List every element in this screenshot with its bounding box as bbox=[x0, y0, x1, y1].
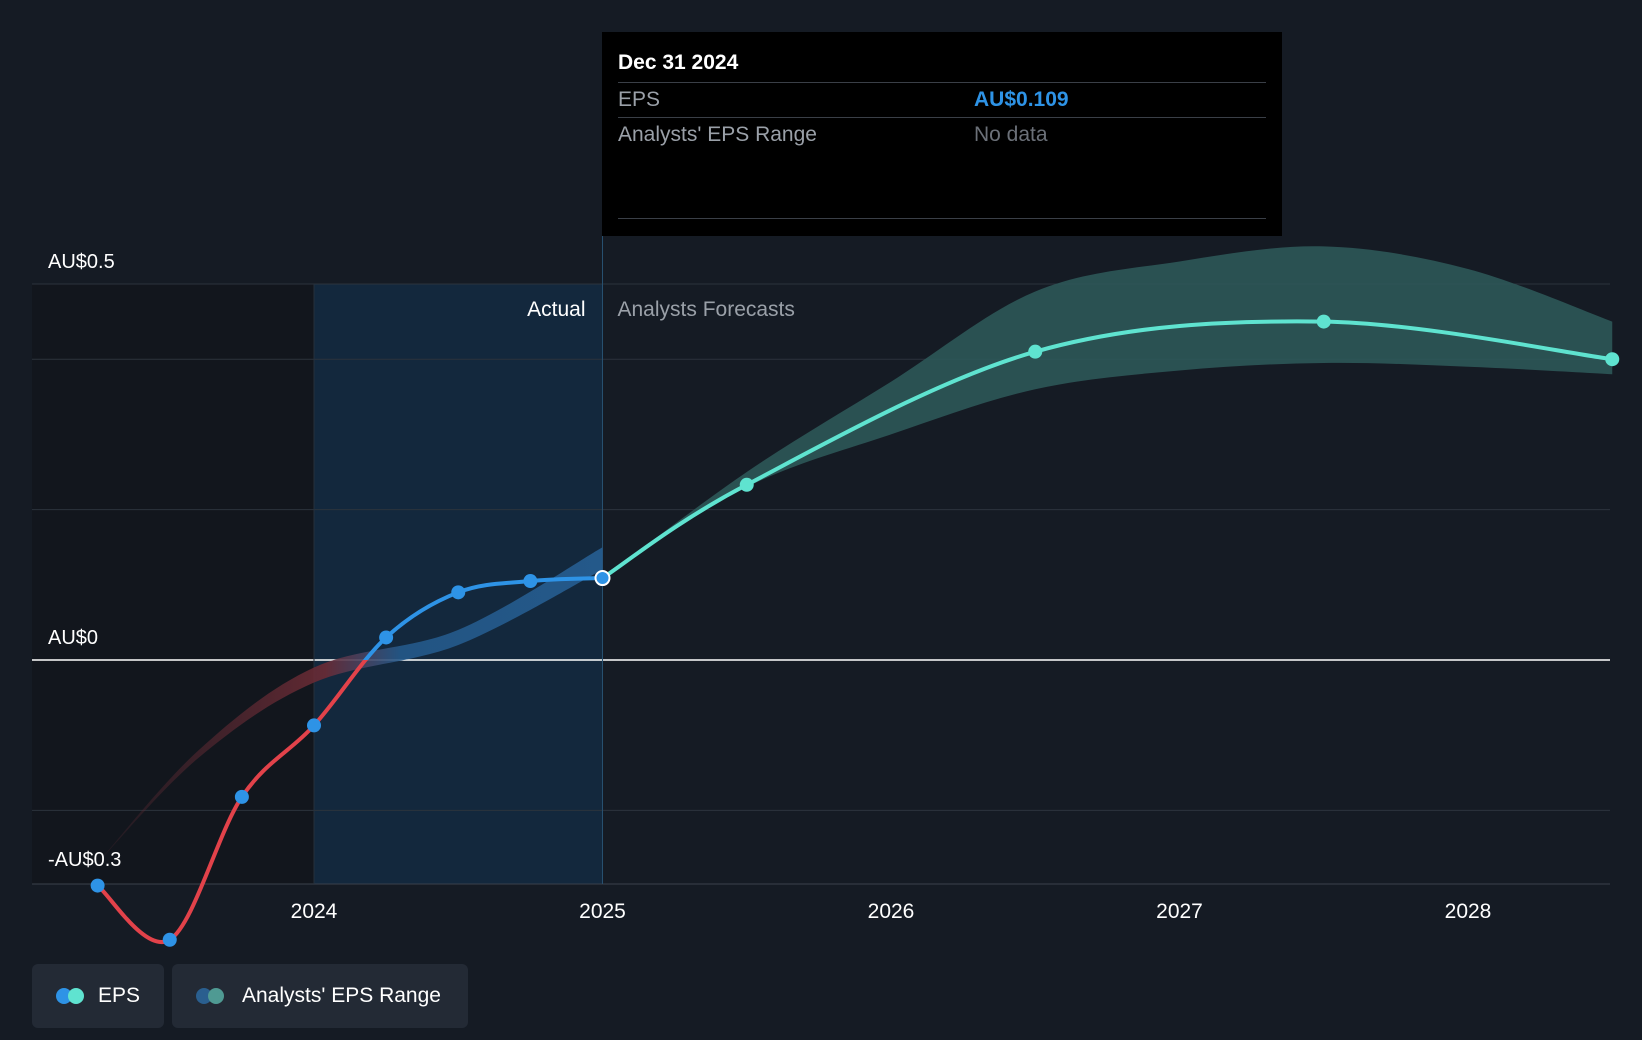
eps-actual-point bbox=[523, 574, 538, 589]
x-tick-label: 2025 bbox=[579, 900, 626, 923]
x-tick-label: 2028 bbox=[1445, 900, 1492, 923]
eps-tooltip: Dec 31 2024 EPS AU$0.109 Analysts' EPS R… bbox=[602, 32, 1282, 236]
legend-item-eps-range[interactable]: Analysts' EPS Range bbox=[172, 964, 468, 1028]
eps-forecast-point bbox=[1028, 344, 1043, 359]
eps-actual-point bbox=[234, 789, 249, 804]
forecast-region-label: Analysts Forecasts bbox=[618, 298, 795, 321]
eps-legend-icon bbox=[56, 988, 84, 1004]
y-tick-label: AU$0.5 bbox=[48, 251, 115, 273]
eps-forecast-point bbox=[1605, 352, 1620, 367]
plot-dark-left bbox=[32, 284, 314, 884]
x-tick-label: 2024 bbox=[291, 900, 338, 923]
x-tick-label: 2027 bbox=[1156, 900, 1203, 923]
y-tick-label: AU$0 bbox=[48, 627, 98, 649]
tooltip-row-range: Analysts' EPS Range No data bbox=[618, 118, 1266, 152]
legend-eps-range-label: Analysts' EPS Range bbox=[242, 984, 441, 1007]
actual-region-label: Actual bbox=[527, 298, 585, 321]
eps-actual-line-positive bbox=[362, 576, 603, 660]
y-tick-label: -AU$0.3 bbox=[48, 849, 121, 871]
tooltip-divider bbox=[618, 218, 1266, 219]
tooltip-row-eps: EPS AU$0.109 bbox=[618, 83, 1266, 118]
legend-item-eps[interactable]: EPS bbox=[32, 964, 164, 1028]
eps-forecast-point bbox=[1316, 314, 1331, 329]
x-tick-label: 2026 bbox=[868, 900, 915, 923]
tooltip-range-value: No data bbox=[974, 123, 1048, 146]
tooltip-date: Dec 31 2024 bbox=[618, 48, 1266, 83]
eps-actual-point bbox=[307, 718, 321, 733]
analysts-eps-range-band bbox=[602, 246, 1613, 579]
tooltip-eps-value: AU$0.109 bbox=[974, 88, 1069, 111]
eps-highlighted-point bbox=[594, 570, 611, 587]
eps-actual-point bbox=[90, 878, 105, 893]
eps-forecast-line bbox=[601, 319, 1613, 580]
eps-actual-point bbox=[162, 932, 177, 947]
eps-forecast-point bbox=[739, 477, 754, 492]
tooltip-eps-label: EPS bbox=[618, 88, 661, 111]
legend-eps-label: EPS bbox=[97, 984, 140, 1007]
eps-range-legend-icon bbox=[196, 988, 228, 1004]
eps-actual-point bbox=[379, 630, 394, 645]
tooltip-range-label: Analysts' EPS Range bbox=[618, 123, 817, 146]
eps-actual-point bbox=[451, 585, 466, 600]
actual-consensus-band bbox=[97, 547, 603, 864]
